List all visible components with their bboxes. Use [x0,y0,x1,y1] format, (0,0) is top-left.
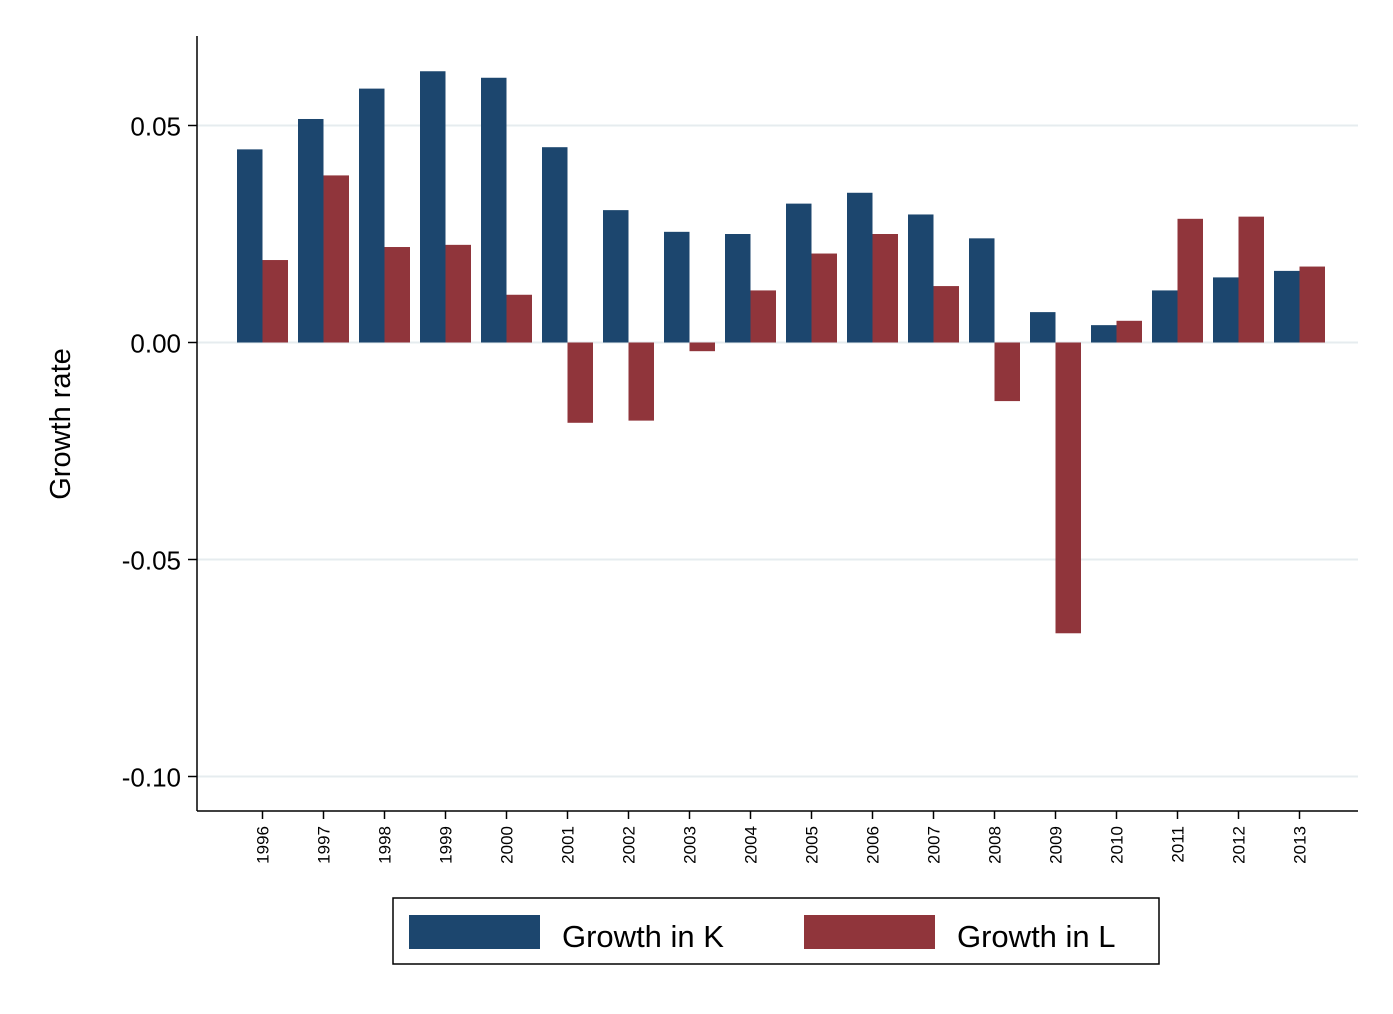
bar-growth-k-2012 [1213,277,1239,343]
x-tick-label: 2011 [1169,826,1188,863]
bar-growth-k-2009 [1030,312,1056,343]
bar-growth-l-1999 [445,244,471,343]
bar-growth-k-2000 [481,77,507,343]
y-axis-title: Growth rate [45,348,77,500]
bar-growth-l-2002 [628,342,654,421]
x-tick-label: 2003 [681,826,700,864]
y-tick-label: -0.05 [122,546,181,576]
x-tick-label: 1997 [315,826,334,864]
x-tick-label: 2001 [559,826,578,864]
x-tick-label: 1998 [376,826,395,864]
bar-growth-k-2003 [664,231,690,343]
bar-growth-l-2007 [933,286,959,343]
legend-label-k: Growth in K [562,919,724,954]
y-tick-label: 0.00 [130,329,181,359]
bar-growth-k-2007 [908,214,934,343]
bar-growth-k-1999 [420,71,446,343]
x-tick-label: 2010 [1108,826,1127,864]
y-tick-label: -0.10 [122,763,181,793]
bar-growth-l-2000 [506,294,532,343]
bar-growth-l-2003 [689,342,715,352]
bar-growth-l-1998 [384,247,410,343]
bar-growth-l-2012 [1238,216,1264,343]
bar-growth-k-2010 [1091,325,1117,343]
x-tick-label: 2007 [925,826,944,864]
x-tick-label: 2008 [986,826,1005,864]
x-tick-label: 2004 [742,826,761,864]
legend-swatch-l [804,915,935,949]
y-axis-ticks: 0.05 0.00 -0.05 -0.10 [122,112,197,793]
bar-growth-l-2009 [1055,342,1081,634]
bar-growth-k-2002 [603,210,629,343]
x-tick-label: 1996 [254,826,273,864]
x-tick-label: 2009 [1047,826,1066,864]
bar-growth-k-2004 [725,234,751,343]
legend-swatch-k [409,915,540,949]
bar-growth-l-2001 [567,342,593,423]
x-tick-label: 2002 [620,826,639,864]
bar-growth-k-2013 [1274,270,1300,343]
bar-growth-k-2011 [1152,290,1178,343]
bar-growth-k-2005 [786,203,812,343]
x-axis-ticks: 1996 1997 1998 1999 2000 2001 2002 2003 2004 2005… [254,811,1310,864]
bar-growth-k-1996 [237,149,263,343]
bar-growth-k-1998 [359,88,385,343]
bar-growth-k-2008 [969,238,995,343]
legend-label-l: Growth in L [957,919,1116,954]
bar-growth-l-2004 [750,290,776,343]
bar-growth-l-2005 [811,253,837,343]
bar-growth-l-2006 [872,234,898,343]
x-tick-label: 2005 [803,826,822,864]
bar-growth-l-2013 [1299,266,1325,343]
x-tick-label: 2006 [864,826,883,864]
bars [237,71,1325,634]
x-tick-label: 2000 [498,826,517,864]
bar-growth-k-2006 [847,192,873,343]
bar-growth-l-2011 [1177,218,1203,343]
x-tick-label: 2012 [1230,826,1249,864]
legend: Growth in K Growth in L [392,897,1160,965]
bar-growth-l-2010 [1116,320,1142,343]
bar-growth-k-1997 [298,118,324,343]
bar-growth-l-1997 [323,175,349,343]
x-tick-label: 2013 [1291,826,1310,864]
y-tick-label: 0.05 [130,112,181,142]
bar-growth-k-2001 [542,147,568,343]
bar-growth-l-1996 [262,260,288,343]
bar-growth-l-2008 [994,342,1020,402]
x-tick-label: 1999 [437,826,456,864]
